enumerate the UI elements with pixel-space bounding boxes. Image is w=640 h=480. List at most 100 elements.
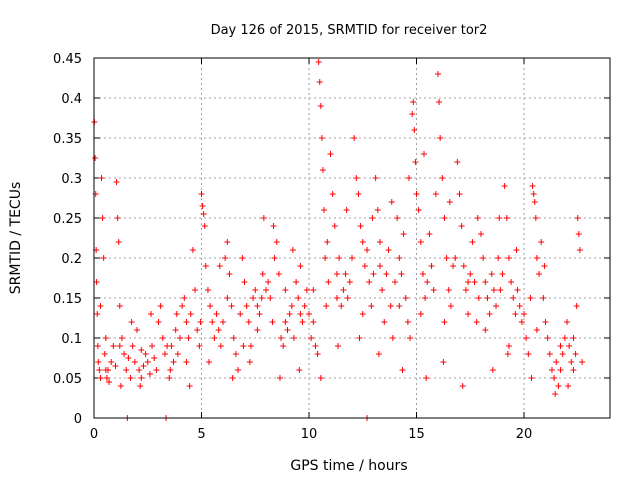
data-point — [443, 255, 450, 261]
data-point — [213, 311, 220, 317]
data-point — [222, 255, 229, 261]
data-point — [532, 215, 539, 221]
data-point — [147, 311, 154, 317]
data-point — [540, 295, 547, 301]
data-point — [329, 191, 336, 197]
data-point — [235, 367, 242, 373]
data-point — [237, 311, 244, 317]
data-point — [157, 303, 164, 309]
data-point — [138, 347, 145, 353]
data-point — [127, 375, 134, 381]
data-point — [366, 279, 373, 285]
data-point — [441, 215, 448, 221]
data-point — [197, 319, 204, 325]
data-point — [189, 247, 196, 253]
data-point — [97, 375, 104, 381]
data-point — [514, 287, 521, 293]
data-point — [247, 343, 254, 349]
data-point — [359, 311, 366, 317]
data-point — [454, 159, 461, 165]
data-point — [110, 343, 117, 349]
data-point — [465, 311, 472, 317]
data-point — [533, 327, 540, 333]
data-point — [385, 247, 392, 253]
data-point — [134, 327, 140, 333]
data-point — [579, 359, 586, 365]
data-point — [138, 375, 145, 381]
data-point — [357, 223, 364, 229]
data-point — [412, 159, 419, 165]
data-point — [206, 359, 213, 365]
data-point — [322, 255, 329, 261]
data-point — [136, 367, 143, 373]
data-point — [407, 335, 414, 341]
data-point — [96, 367, 103, 373]
data-point — [490, 287, 497, 293]
data-point — [538, 239, 545, 245]
y-tick-label: 0.1 — [61, 332, 82, 347]
data-point — [404, 319, 411, 325]
data-point — [245, 319, 252, 325]
data-point — [106, 379, 113, 385]
data-point — [286, 311, 293, 317]
data-point — [376, 263, 383, 269]
data-point — [246, 359, 253, 365]
data-point — [149, 343, 156, 349]
data-point — [216, 263, 223, 269]
data-point — [217, 343, 224, 349]
data-point — [263, 287, 269, 293]
data-point — [297, 311, 304, 317]
data-point — [185, 335, 192, 341]
data-point — [536, 271, 543, 277]
data-point — [559, 351, 566, 357]
data-point — [376, 239, 383, 245]
data-point — [557, 367, 564, 373]
data-point — [570, 335, 577, 341]
data-point — [489, 367, 496, 373]
x-tick-labels: 0 5 10 15 20 — [90, 427, 532, 442]
data-point — [113, 179, 120, 185]
data-point — [209, 319, 216, 325]
data-point — [224, 239, 231, 245]
data-point — [544, 335, 551, 341]
data-point — [469, 239, 476, 245]
data-point — [98, 175, 105, 181]
data-point — [183, 359, 190, 365]
x-tick-label: 15 — [408, 427, 425, 442]
data-point — [297, 263, 304, 269]
data-point — [336, 255, 343, 261]
data-point — [331, 223, 338, 229]
data-point — [338, 303, 345, 309]
data-point — [419, 271, 426, 277]
data-point — [267, 295, 274, 301]
data-point — [441, 319, 448, 325]
data-point — [446, 199, 453, 205]
data-point — [333, 271, 340, 277]
x-tick-label: 10 — [301, 427, 318, 442]
data-point — [574, 215, 581, 221]
data-point — [359, 239, 366, 245]
data-point — [220, 319, 226, 325]
data-point — [465, 279, 472, 285]
data-point — [528, 375, 535, 381]
data-point — [301, 303, 308, 309]
data-point — [282, 319, 289, 325]
data-point — [436, 99, 443, 105]
data-point — [325, 279, 332, 285]
data-point — [430, 287, 437, 293]
data-point — [260, 215, 267, 221]
data-point — [402, 295, 409, 301]
y-tick-label: 0.25 — [53, 212, 82, 227]
y-tick-labels: 0 0.05 0.1 0.15 0.2 0.25 0.3 0.35 0.4 0.45 — [53, 52, 82, 427]
data-point — [541, 263, 548, 269]
x-tick-label: 20 — [516, 427, 533, 442]
data-point — [459, 383, 466, 389]
data-point — [241, 279, 248, 285]
data-point — [174, 351, 181, 357]
data-point — [170, 359, 177, 365]
data-point — [510, 295, 517, 301]
y-tick-label: 0.05 — [53, 372, 82, 387]
data-point — [259, 271, 266, 277]
data-point — [276, 375, 283, 381]
data-point — [343, 207, 350, 213]
